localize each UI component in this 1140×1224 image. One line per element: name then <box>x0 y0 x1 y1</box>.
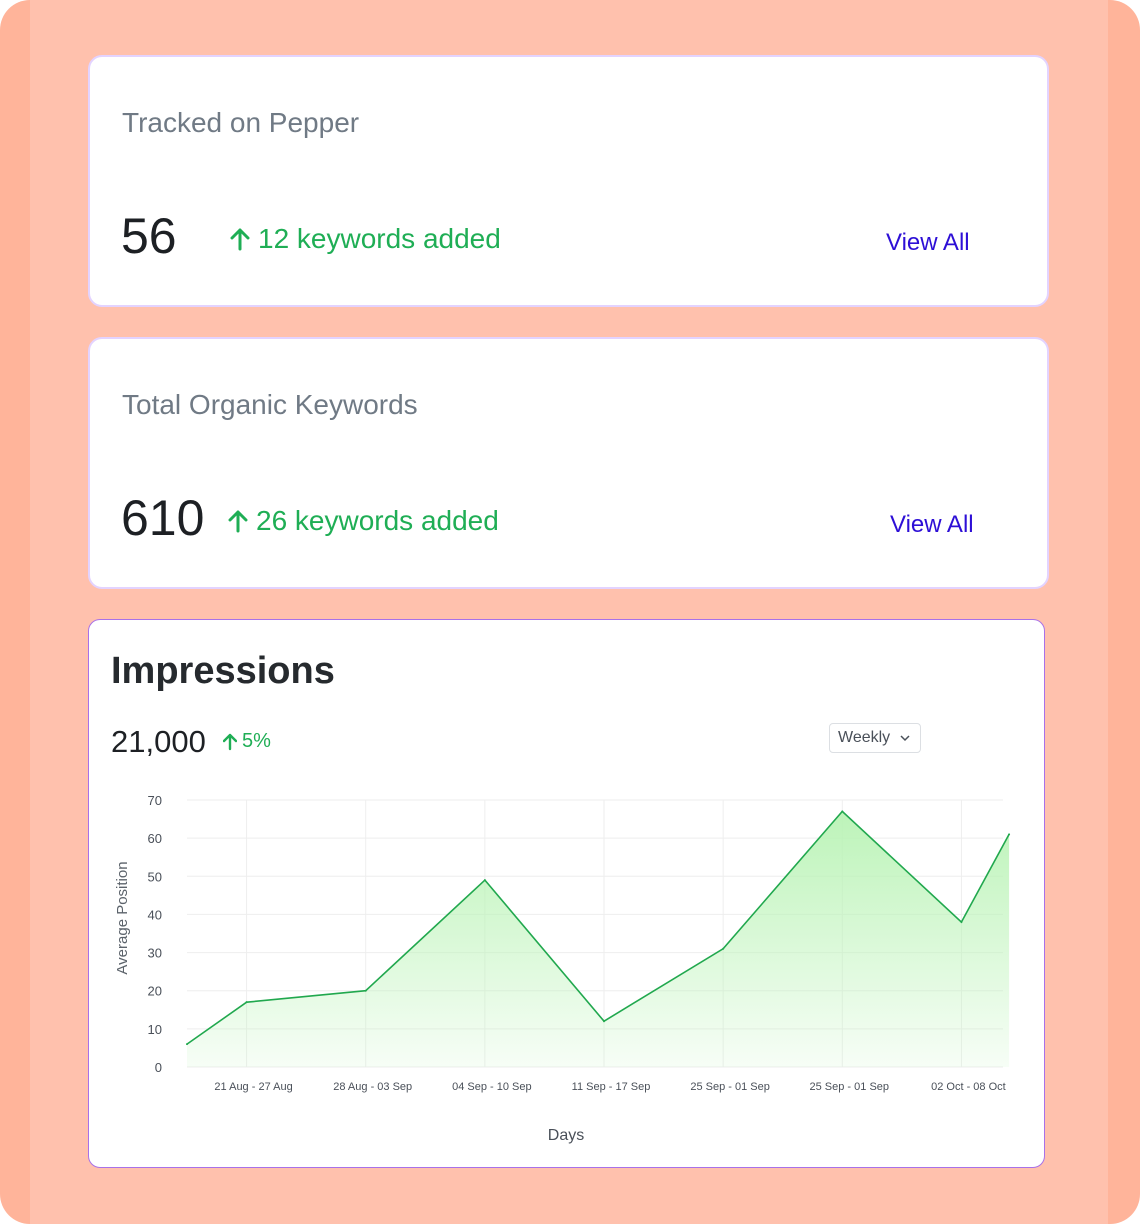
period-select-value: Weekly <box>838 729 891 746</box>
view-all-link[interactable]: View All <box>890 511 974 538</box>
x-tick-label: 25 Sep - 01 Sep <box>810 1081 890 1093</box>
arrow-up-icon <box>230 228 250 251</box>
data-point <box>364 989 367 992</box>
x-tick-label: 11 Sep - 17 Sep <box>572 1081 651 1093</box>
change-text: 5% <box>242 730 271 752</box>
x-tick-label: 02 Oct - 08 Oct <box>931 1081 1006 1093</box>
period-select[interactable]: Weekly <box>829 723 921 753</box>
y-tick-label: 20 <box>148 984 162 999</box>
y-tick-label: 10 <box>148 1022 162 1037</box>
data-point <box>483 879 486 882</box>
chevron-down-icon <box>900 735 910 742</box>
data-point <box>186 1043 188 1046</box>
impressions-change: 5% <box>223 730 271 753</box>
x-tick-label: 04 Sep - 10 Sep <box>452 1081 532 1093</box>
y-tick-label: 70 <box>148 793 162 808</box>
card-title: Tracked on Pepper <box>122 107 360 138</box>
change-text: 12 keywords added <box>258 223 501 254</box>
y-tick-label: 30 <box>148 946 162 961</box>
x-tick-label: 28 Aug - 03 Sep <box>333 1081 412 1093</box>
arrow-up-icon <box>223 733 237 750</box>
data-point <box>960 921 963 924</box>
series-area <box>187 811 1010 1067</box>
data-point <box>841 810 844 813</box>
change-text: 26 keywords added <box>256 505 499 536</box>
data-point <box>1008 833 1011 836</box>
y-tick-label: 50 <box>148 869 162 884</box>
x-tick-label: 25 Sep - 01 Sep <box>690 1081 770 1093</box>
impressions-card: Impressions 21,000 5% Weekly 0 10 20 30 40 50… <box>88 619 1045 1168</box>
y-tick-label: 0 <box>155 1060 162 1075</box>
data-point <box>603 1020 605 1023</box>
impressions-chart: 0 10 20 30 40 50 60 70 21 Aug - 27 Aug 28 Aug - … <box>114 793 1011 1144</box>
y-tick-label: 40 <box>148 907 162 922</box>
impressions-title: Impressions <box>111 650 335 692</box>
impressions-value: 21,000 <box>111 724 206 759</box>
kpi-value: 56 <box>121 208 177 264</box>
card-title: Total Organic Keywords <box>122 389 418 420</box>
x-axis-label: Days <box>548 1127 584 1144</box>
data-point <box>245 1001 248 1004</box>
view-all-link[interactable]: View All <box>886 229 970 256</box>
arrow-up-icon <box>228 510 248 533</box>
kpi-value: 610 <box>121 490 205 546</box>
data-point <box>722 947 725 950</box>
y-tick-label: 60 <box>148 831 162 846</box>
x-tick-label: 21 Aug - 27 Aug <box>214 1081 292 1093</box>
change-indicator: 26 keywords added <box>228 505 499 537</box>
tracked-keywords-card: Tracked on Pepper 56 12 keywords added V… <box>88 55 1049 307</box>
change-indicator: 12 keywords added <box>230 223 501 255</box>
organic-keywords-card: Total Organic Keywords 610 26 keywords a… <box>88 337 1049 589</box>
y-axis-label: Average Position <box>114 861 131 974</box>
